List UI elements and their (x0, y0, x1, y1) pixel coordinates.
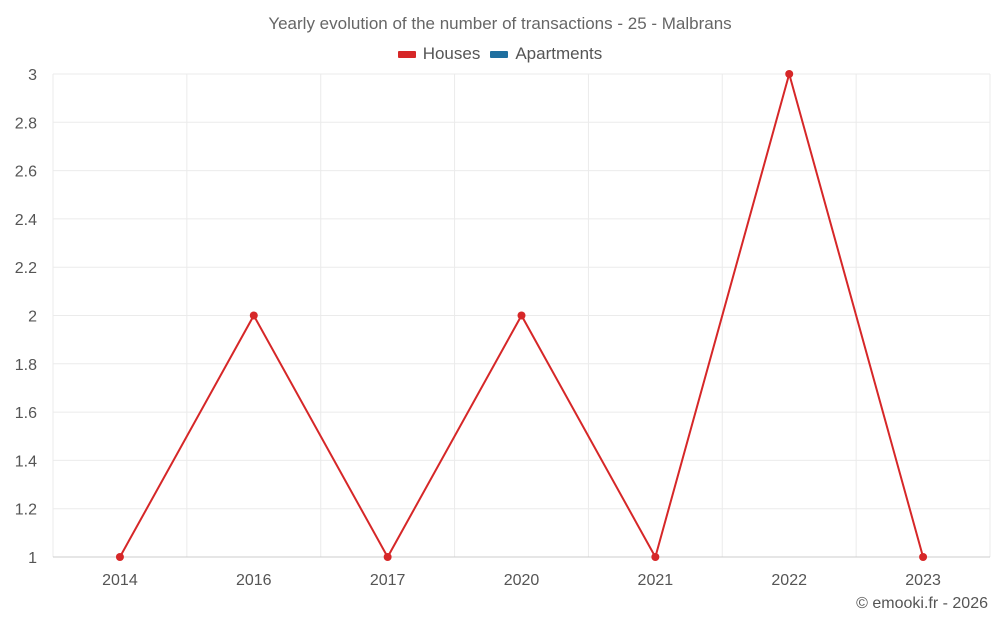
legend-label-houses: Houses (422, 44, 481, 63)
credit-text: © emooki.fr - 2026 (856, 595, 988, 612)
chart-legend: Houses Apartments (0, 44, 1000, 64)
x-tick-label: 2020 (504, 572, 540, 589)
chart-title: Yearly evolution of the number of transa… (268, 14, 732, 33)
legend-item-apartments[interactable]: Apartments (490, 44, 602, 64)
x-tick-label: 2023 (905, 572, 941, 589)
axes: 1 1.2 1.4 1.6 1.8 2 2.2 2.4 2.6 2.8 3 2014 2016 2017 2… (15, 67, 990, 589)
series-layer (115, 70, 928, 561)
legend-swatch-apartments (490, 50, 509, 58)
data-point-houses[interactable] (115, 553, 124, 561)
legend-swatch-houses (397, 50, 416, 58)
y-tick-label: 2.8 (15, 115, 37, 132)
data-point-houses[interactable] (919, 553, 928, 561)
data-point-houses[interactable] (785, 70, 794, 78)
y-tick-label: 1.4 (15, 453, 37, 470)
y-tick-label: 3 (28, 67, 37, 84)
y-tick-label: 2 (28, 309, 37, 326)
data-point-houses[interactable] (383, 553, 392, 561)
x-tick-label: 2017 (370, 572, 406, 589)
x-tick-label: 2014 (102, 572, 138, 589)
legend-item-houses[interactable]: Houses (397, 44, 481, 64)
y-tick-label: 1 (28, 550, 37, 567)
y-tick-label: 2.2 (15, 260, 37, 277)
x-tick-label: 2016 (236, 572, 272, 589)
y-tick-label: 2.6 (15, 164, 37, 181)
y-tick-label: 1.2 (15, 502, 37, 519)
data-point-houses[interactable] (249, 311, 258, 320)
y-tick-label: 1.8 (15, 357, 37, 374)
y-tick-label: 1.6 (15, 405, 37, 422)
data-point-houses[interactable] (517, 311, 526, 320)
legend-label-apartments: Apartments (515, 44, 603, 63)
x-tick-label: 2021 (638, 572, 674, 589)
x-tick-label: 2022 (771, 572, 807, 589)
y-tick-label: 2.4 (15, 212, 37, 229)
data-point-houses[interactable] (651, 553, 660, 561)
